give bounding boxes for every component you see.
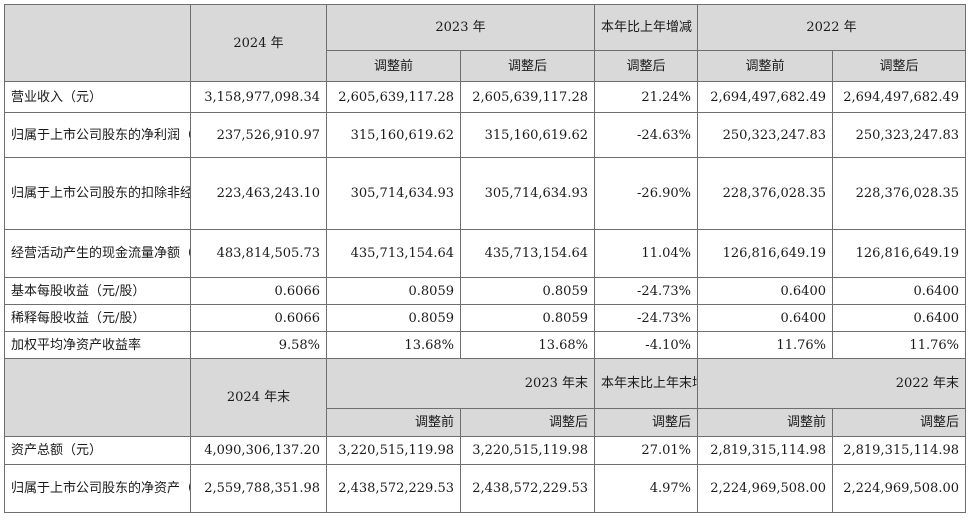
table-row: 基本每股收益（元/股） 0.6066 0.8059 0.8059 -24.73%… <box>4 277 966 305</box>
header-2022-before: 调整前 <box>697 50 833 82</box>
cell-2023-after: 2,438,572,229.53 <box>460 464 595 513</box>
header-change: 本年比上年增减 <box>594 4 698 51</box>
cell-change: 4.97% <box>594 464 698 513</box>
cell-change: -24.73% <box>594 304 698 332</box>
row-label: 归属于上市公司股东的净利润（元） <box>4 112 191 158</box>
financial-data-table: 2024 年 2023 年 本年比上年增减 2022 年 调整前 调整后 调整后… <box>4 4 966 513</box>
cell-change: -4.10% <box>594 331 698 359</box>
cell-change: 11.04% <box>594 229 698 278</box>
header-2023-after: 调整后 <box>460 50 595 82</box>
cell-2022-after: 2,819,315,114.98 <box>832 436 966 465</box>
header-2023-before: 调整前 <box>326 408 461 437</box>
cell-change: -24.73% <box>594 277 698 305</box>
cell-2022-before: 11.76% <box>697 331 833 359</box>
header-2024-end: 2024 年末 <box>190 358 327 437</box>
table-row: 加权平均净资产收益率 9.58% 13.68% 13.68% -4.10% 11… <box>4 331 966 359</box>
cell-2023-after: 0.8059 <box>460 304 595 332</box>
cell-2023-after: 435,713,154.64 <box>460 229 595 278</box>
cell-2024: 9.58% <box>190 331 327 359</box>
cell-2023-before: 435,713,154.64 <box>326 229 461 278</box>
row-label: 基本每股收益（元/股） <box>4 277 191 305</box>
cell-2023-before: 3,220,515,119.98 <box>326 436 461 465</box>
header-change-after: 调整后 <box>594 50 698 82</box>
cell-2022-after: 2,224,969,508.00 <box>832 464 966 513</box>
header-2023-end: 2023 年末 <box>326 358 595 409</box>
cell-2023-before: 13.68% <box>326 331 461 359</box>
cell-2022-after: 228,376,028.35 <box>832 157 966 230</box>
cell-2022-before: 0.6400 <box>697 277 833 305</box>
cell-change: -26.90% <box>594 157 698 230</box>
cell-2022-after: 250,323,247.83 <box>832 112 966 158</box>
cell-change: 21.24% <box>594 81 698 113</box>
table-row: 营业收入（元） 3,158,977,098.34 2,605,639,117.2… <box>4 81 966 113</box>
cell-2024: 0.6066 <box>190 304 327 332</box>
header-row: 2024 年 2023 年 本年比上年增减 2022 年 <box>4 4 966 82</box>
header-2023-before: 调整前 <box>326 50 461 82</box>
table-row: 稀释每股收益（元/股） 0.6066 0.8059 0.8059 -24.73%… <box>4 304 966 332</box>
cell-2023-before: 305,714,634.93 <box>326 157 461 230</box>
cell-2023-after: 0.8059 <box>460 277 595 305</box>
cell-2024: 0.6066 <box>190 277 327 305</box>
cell-2023-after: 315,160,619.62 <box>460 112 595 158</box>
cell-2022-after: 11.76% <box>832 331 966 359</box>
table-row: 资产总额（元） 4,090,306,137.20 3,220,515,119.9… <box>4 436 966 465</box>
cell-2023-before: 315,160,619.62 <box>326 112 461 158</box>
header-corner <box>4 358 191 437</box>
row-label: 稀释每股收益（元/股） <box>4 304 191 332</box>
cell-2023-before: 0.8059 <box>326 304 461 332</box>
cell-2024: 223,463,243.10 <box>190 157 327 230</box>
header-2023-after: 调整后 <box>460 408 595 437</box>
cell-2022-before: 126,816,649.19 <box>697 229 833 278</box>
cell-2022-before: 2,819,315,114.98 <box>697 436 833 465</box>
header-2022-after: 调整后 <box>832 50 966 82</box>
row-label: 归属于上市公司股东的净资产（元） <box>4 464 191 513</box>
cell-2023-after: 2,605,639,117.28 <box>460 81 595 113</box>
cell-2023-before: 2,605,639,117.28 <box>326 81 461 113</box>
cell-2023-after: 305,714,634.93 <box>460 157 595 230</box>
header-change-after: 调整后 <box>594 408 698 437</box>
header-2023: 2023 年 <box>326 4 595 51</box>
cell-change: -24.63% <box>594 112 698 158</box>
cell-2022-before: 2,694,497,682.49 <box>697 81 833 113</box>
cell-2024: 4,090,306,137.20 <box>190 436 327 465</box>
cell-2023-before: 0.8059 <box>326 277 461 305</box>
row-label: 营业收入（元） <box>4 81 191 113</box>
cell-2022-before: 228,376,028.35 <box>697 157 833 230</box>
cell-2024: 3,158,977,098.34 <box>190 81 327 113</box>
row-label: 加权平均净资产收益率 <box>4 331 191 359</box>
cell-change: 27.01% <box>594 436 698 465</box>
cell-2023-before: 2,438,572,229.53 <box>326 464 461 513</box>
header-2024: 2024 年 <box>190 4 327 82</box>
header-2022-end: 2022 年末 <box>697 358 966 409</box>
cell-2022-before: 2,224,969,508.00 <box>697 464 833 513</box>
cell-2022-after: 126,816,649.19 <box>832 229 966 278</box>
subheader-row: 调整前 调整后 调整后 调整前 调整后 <box>5 50 966 82</box>
cell-2024: 2,559,788,351.98 <box>190 464 327 513</box>
cell-2022-after: 2,694,497,682.49 <box>832 81 966 113</box>
row-label: 归属于上市公司股东的扣除非经常性损益的净利润（元） <box>4 157 191 230</box>
cell-2023-after: 13.68% <box>460 331 595 359</box>
cell-2022-after: 0.6400 <box>832 277 966 305</box>
row-label: 资产总额（元） <box>4 436 191 465</box>
row-label: 经营活动产生的现金流量净额（元） <box>4 229 191 278</box>
table-row: 归属于上市公司股东的净利润（元） 237,526,910.97 315,160,… <box>4 112 966 158</box>
cell-2022-before: 0.6400 <box>697 304 833 332</box>
header-change-end: 本年末比上年末增减 <box>594 358 698 409</box>
cell-2024: 237,526,910.97 <box>190 112 327 158</box>
header-corner <box>4 4 191 82</box>
table-row: 归属于上市公司股东的净资产（元） 2,559,788,351.98 2,438,… <box>4 464 966 513</box>
header-row: 2024 年末 2023 年末 本年末比上年末增减 2022 年末 <box>4 358 966 437</box>
table-row: 归属于上市公司股东的扣除非经常性损益的净利润（元） 223,463,243.10… <box>4 157 966 230</box>
cell-2024: 483,814,505.73 <box>190 229 327 278</box>
cell-2022-before: 250,323,247.83 <box>697 112 833 158</box>
cell-2023-after: 3,220,515,119.98 <box>460 436 595 465</box>
table-row: 经营活动产生的现金流量净额（元） 483,814,505.73 435,713,… <box>4 229 966 278</box>
header-2022-after: 调整后 <box>832 408 966 437</box>
header-2022: 2022 年 <box>697 4 966 51</box>
subheader-row: 调整前 调整后 调整后 调整前 调整后 <box>5 408 966 437</box>
header-2022-before: 调整前 <box>697 408 833 437</box>
cell-2022-after: 0.6400 <box>832 304 966 332</box>
